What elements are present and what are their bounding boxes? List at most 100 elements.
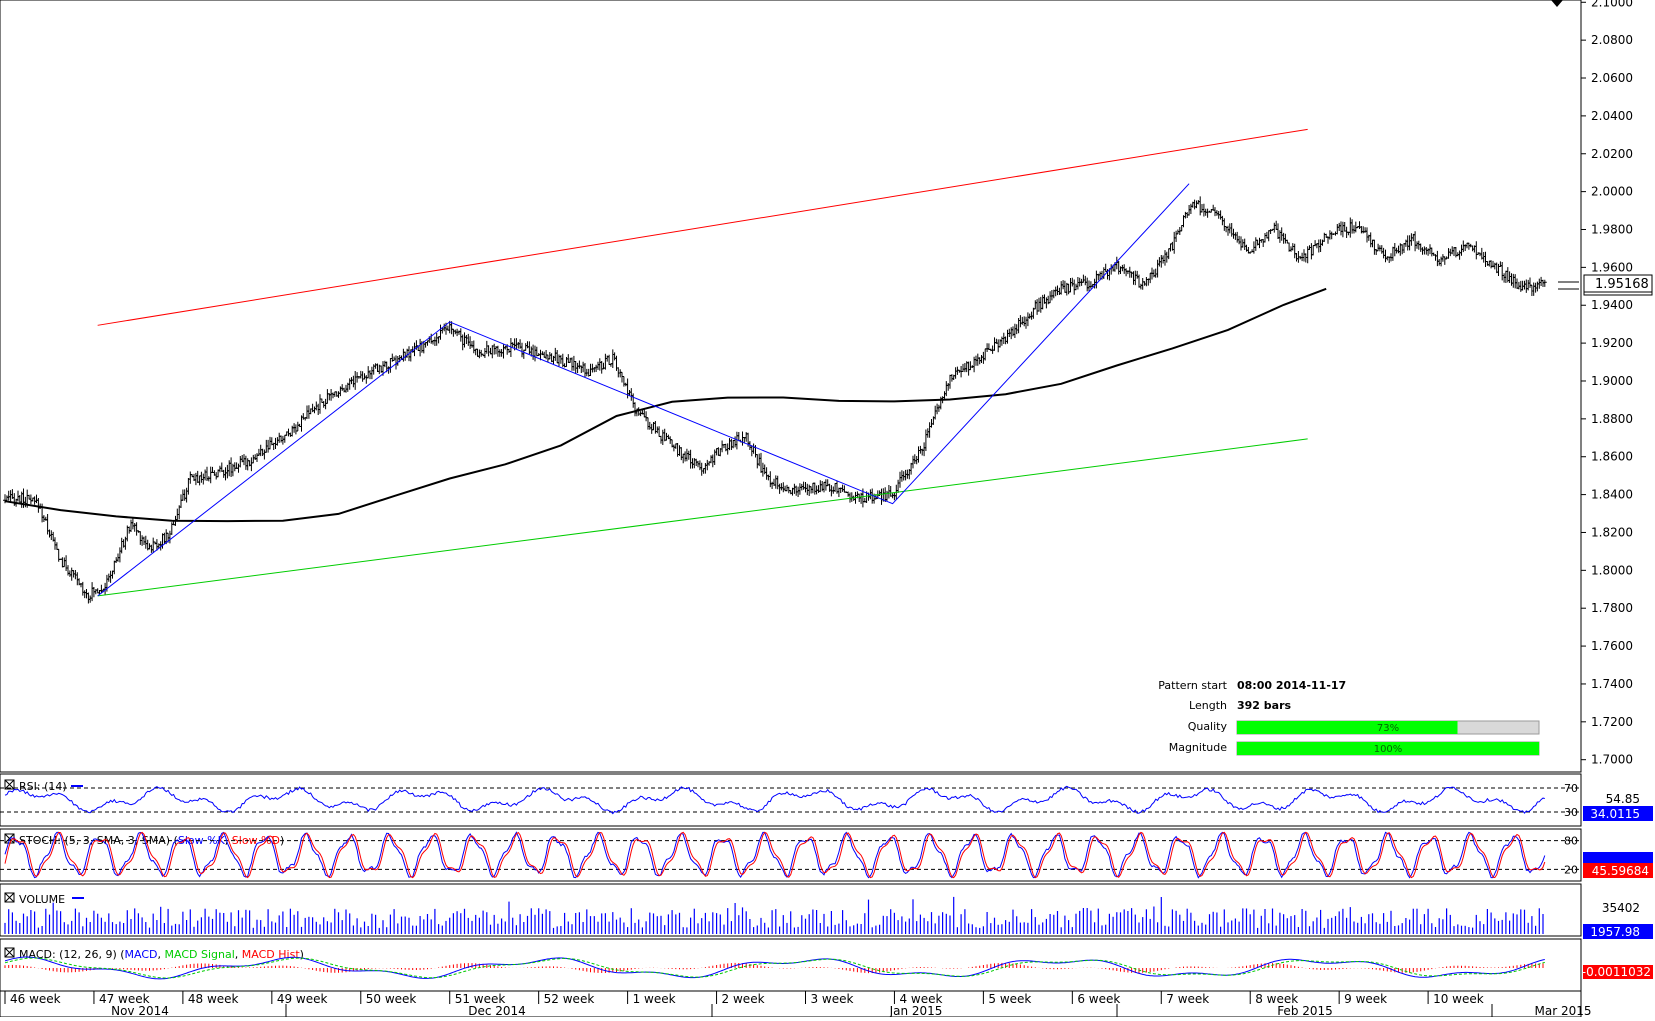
rsi-panel-frame <box>0 773 1582 827</box>
week-label: 52 week <box>544 992 595 1006</box>
volume-close-icon[interactable] <box>4 892 15 903</box>
price-axis-tick-label: 1.7000 <box>1591 753 1633 767</box>
rsi-level-label: 30 <box>1564 806 1578 819</box>
price-axis-tick-label: 1.7200 <box>1591 715 1633 729</box>
macd-value-box <box>1583 965 1653 979</box>
scroll-to-end-icon[interactable] <box>1551 0 1563 7</box>
week-label: 8 week <box>1255 992 1298 1006</box>
week-label: 47 week <box>99 992 150 1006</box>
price-axis-tick-label: 1.8000 <box>1591 563 1633 577</box>
price-axis-tick-label: 1.9800 <box>1591 222 1633 236</box>
week-labels: 46 week 47 week 48 week 49 week 50 week 51 we… <box>4 991 1484 1006</box>
price-lines <box>4 128 1327 597</box>
month-label: Mar 2015 <box>1535 1004 1592 1017</box>
week-label: 3 week <box>810 992 853 1006</box>
current-price-marker: 1.94872 1.95168 <box>1558 274 1653 296</box>
price-panel-frame <box>0 0 1582 773</box>
macd-signal-line <box>4 957 1545 979</box>
macd-panel-frame <box>0 938 1582 992</box>
pattern-start-value: 08:00 2014-11-17 <box>1237 679 1346 692</box>
stochastic-value-box <box>1583 863 1653 878</box>
macd-legend: MACD <box>125 948 158 961</box>
macd-panel[interactable]: MACD: (12, 26, 9) (MACD, MACD Signal, MA… <box>0 938 1653 992</box>
magnitude-label: Magnitude <box>1169 741 1228 754</box>
volume-right-label: 35402 <box>1602 901 1640 915</box>
volume-panel[interactable]: VOLUME 35402 1957.98 <box>0 883 1653 939</box>
price-axis-tick-label: 1.8600 <box>1591 450 1633 464</box>
macd-title-prefix: MACD: (12, 26, 9) <box>19 948 117 961</box>
week-label: 48 week <box>188 992 239 1006</box>
price-axis-tick-label: 2.0400 <box>1591 109 1633 123</box>
rsi-line <box>4 785 1545 815</box>
week-label: 49 week <box>277 992 328 1006</box>
price-bars <box>3 196 1547 604</box>
rsi-right-label: 54.85 <box>1606 792 1640 806</box>
week-label: 46 week <box>10 992 61 1006</box>
price-axis-tick-label: 2.0600 <box>1591 71 1633 85</box>
price-axis-tick-label: 1.9400 <box>1591 298 1633 312</box>
rsi-panel[interactable]: RSI: (14) 70 30 54.85 34.0115 <box>0 773 1653 827</box>
price-axis-tick-label: 1.8200 <box>1591 525 1633 539</box>
month-label: Dec 2014 <box>468 1004 526 1017</box>
rsi-levels: 70 30 <box>0 782 1581 819</box>
pattern-info-panel: Pattern start 08:00 2014-11-17 Length 39… <box>1158 679 1540 756</box>
stochastic-d-line <box>4 831 1546 879</box>
price-axis-tick-label: 1.7800 <box>1591 601 1633 615</box>
stochastic-value-text: 45.59684 <box>1592 864 1649 878</box>
rsi-value-box <box>1583 806 1653 821</box>
resistance-line <box>97 128 1308 326</box>
pattern-start-label: Pattern start <box>1158 679 1227 692</box>
week-label: 5 week <box>988 992 1031 1006</box>
week-label: 4 week <box>899 992 942 1006</box>
support-line <box>97 438 1308 597</box>
rsi-title: RSI: (14) <box>19 780 67 793</box>
magnitude-bar-text: 100% <box>1374 744 1403 755</box>
stochastic-levels: 80 20 <box>0 835 1581 876</box>
pattern-line <box>97 183 1190 597</box>
rsi-close-cross <box>4 779 15 790</box>
price-axis: 2.1000 2.0800 2.0600 2.0400 2.0200 2.0000 1.98… <box>1580 0 1633 772</box>
week-label: 2 week <box>722 992 765 1006</box>
week-label: 50 week <box>366 992 417 1006</box>
week-label: 51 week <box>455 992 506 1006</box>
length-label: Length <box>1189 699 1227 712</box>
price-axis-tick-label: 1.8800 <box>1591 412 1633 426</box>
price-axis-tick-label: 1.7400 <box>1591 677 1633 691</box>
magnitude-bar-fill <box>1237 742 1539 755</box>
current-price-text: 1.95168 <box>1595 277 1649 292</box>
volume-bars <box>4 896 1544 934</box>
price-axis-tick-label: 2.0800 <box>1591 33 1633 47</box>
volume-close-cross <box>4 892 15 903</box>
time-axis: 46 week 47 week 48 week 49 week 50 week 51 we… <box>0 990 1592 1018</box>
quality-label: Quality <box>1188 720 1228 733</box>
length-value: 392 bars <box>1237 699 1292 712</box>
macd-title: MACD: (12, 26, 9) (MACD, MACD Signal, MA… <box>19 948 304 961</box>
stochastic-level-label: 20 <box>1564 863 1578 876</box>
price-axis-tick-label: 2.1000 <box>1591 0 1633 9</box>
current-price-box <box>1583 274 1653 293</box>
month-label: Nov 2014 <box>111 1004 169 1017</box>
month-label: Jan 2015 <box>889 1004 943 1017</box>
price-axis-tick-label: 1.9200 <box>1591 336 1633 350</box>
price-axis-tick-label: 2.0000 <box>1591 185 1633 199</box>
week-label: 7 week <box>1166 992 1209 1006</box>
price-axis-tick-label: 1.9000 <box>1591 374 1633 388</box>
week-label: 6 week <box>1077 992 1120 1006</box>
price-axis-tick-label: 1.7600 <box>1591 639 1633 653</box>
stochastic-panel[interactable]: STOCH: (5, 3, SMA, 3, SMA) (Slow %K, Slo… <box>0 828 1653 882</box>
macd-close-icon[interactable] <box>4 947 15 958</box>
stochastic-level-label: 80 <box>1564 835 1578 848</box>
price-axis-tick-label: 2.0200 <box>1591 147 1633 161</box>
rsi-close-icon[interactable] <box>4 779 15 790</box>
month-label: Feb 2015 <box>1277 1004 1333 1017</box>
stochastic-k-line <box>4 831 1546 879</box>
month-labels: Nov 2014 Dec 2014 Jan 2015 Feb 2015 Mar 2015 <box>111 1004 1592 1018</box>
stochastic-close-cross <box>4 833 15 844</box>
moving-average-line <box>4 287 1327 523</box>
price-panel[interactable]: 2.1000 2.0800 2.0600 2.0400 2.0200 2.0000 1.98… <box>0 0 1653 773</box>
volume-value-text: 1957.98 <box>1590 925 1640 939</box>
volume-title: VOLUME <box>19 893 65 906</box>
price-axis-tick-label: 1.8400 <box>1591 488 1633 502</box>
